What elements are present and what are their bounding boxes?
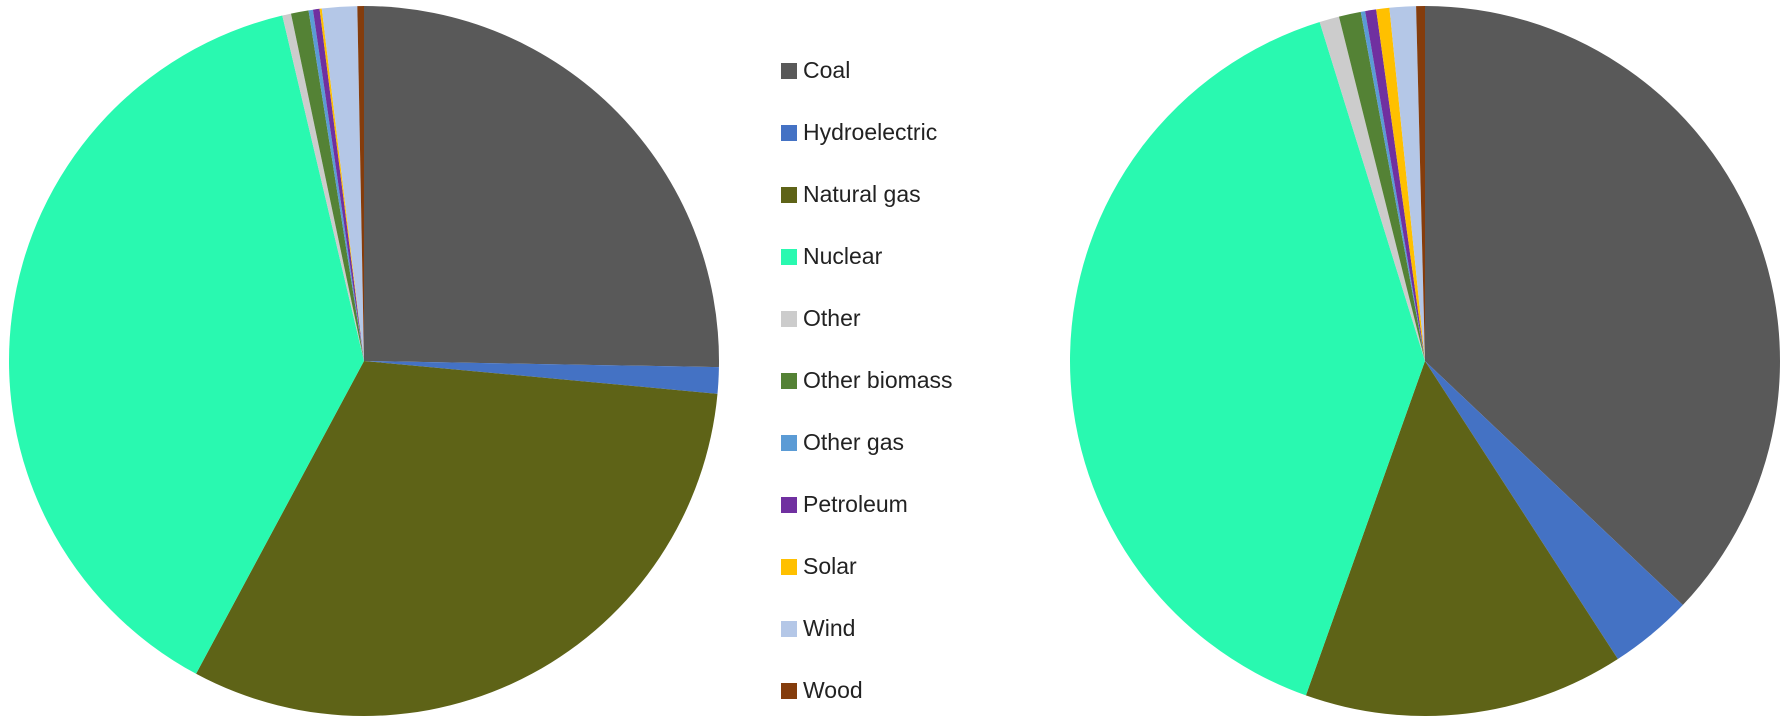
legend-label: Hydroelectric <box>803 119 937 145</box>
pie-slice <box>1389 6 1425 362</box>
pie-slice <box>319 8 364 361</box>
pie-slice <box>290 10 364 361</box>
legend-swatch <box>781 683 797 699</box>
pie-slice <box>282 13 364 361</box>
pie-slice <box>1360 11 1425 361</box>
pie-slice <box>312 8 364 361</box>
legend-label: Wood <box>803 677 863 703</box>
pie-slice <box>1425 6 1780 606</box>
pie-slice <box>1305 361 1618 716</box>
pie-slice <box>9 15 364 674</box>
pie-slice <box>1365 9 1425 361</box>
legend-label: Coal <box>803 57 850 83</box>
pie-slice <box>1416 6 1425 361</box>
pie-slice <box>1338 11 1425 362</box>
legend-swatch <box>781 559 797 575</box>
legend-label: Wind <box>803 615 855 641</box>
pie-slice <box>357 6 364 361</box>
pie-slice <box>1376 7 1425 361</box>
legend-label: Other gas <box>803 429 904 455</box>
legend-swatch <box>781 187 797 203</box>
legend-label: Other <box>803 305 861 331</box>
legend-swatch <box>781 621 797 637</box>
legend-label: Petroleum <box>803 491 908 517</box>
pie-slice <box>1319 16 1425 362</box>
pie-slice <box>321 6 364 362</box>
legend-label: Solar <box>803 553 857 579</box>
legend-swatch <box>781 63 797 79</box>
pie-slice <box>1070 21 1425 696</box>
pie-slice <box>364 6 719 368</box>
legend-swatch <box>781 435 797 451</box>
pie-slice <box>364 361 719 394</box>
legend-swatch <box>781 373 797 389</box>
legend-swatch <box>781 249 797 265</box>
pie-slice <box>1425 361 1683 660</box>
legend-swatch <box>781 125 797 141</box>
legend-swatch <box>781 311 797 327</box>
legend-label: Other biomass <box>803 367 953 393</box>
legend-swatch <box>781 497 797 513</box>
legend-label: Nuclear <box>803 243 883 269</box>
legend-label: Natural gas <box>803 181 921 207</box>
pie-slice <box>196 361 718 716</box>
pie-slice <box>308 9 364 361</box>
